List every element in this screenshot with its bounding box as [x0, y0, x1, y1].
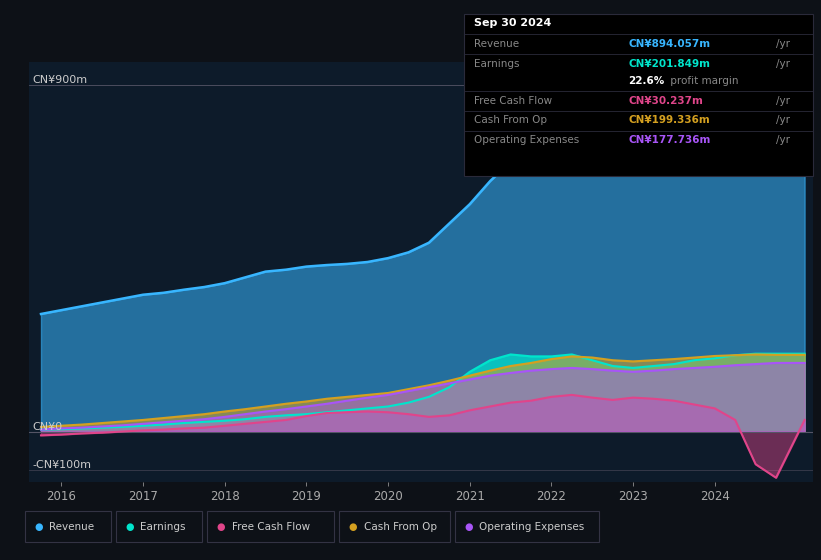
Text: /yr: /yr — [776, 59, 790, 68]
Text: Operating Expenses: Operating Expenses — [474, 135, 579, 145]
Text: 22.6%: 22.6% — [628, 76, 664, 86]
Text: ●: ● — [217, 522, 225, 531]
Text: CN¥201.849m: CN¥201.849m — [628, 59, 710, 68]
Text: /yr: /yr — [776, 96, 790, 106]
Text: ●: ● — [465, 522, 473, 531]
Text: ●: ● — [349, 522, 357, 531]
Text: CN¥30.237m: CN¥30.237m — [628, 96, 703, 106]
Text: profit margin: profit margin — [667, 76, 739, 86]
Text: Operating Expenses: Operating Expenses — [479, 522, 585, 531]
Text: CN¥177.736m: CN¥177.736m — [628, 135, 710, 145]
Text: Cash From Op: Cash From Op — [364, 522, 437, 531]
Text: CN¥0: CN¥0 — [33, 422, 62, 432]
Text: Free Cash Flow: Free Cash Flow — [474, 96, 552, 106]
Text: Revenue: Revenue — [474, 39, 519, 49]
Text: Earnings: Earnings — [140, 522, 186, 531]
Text: CN¥900m: CN¥900m — [33, 74, 88, 85]
Text: Free Cash Flow: Free Cash Flow — [232, 522, 310, 531]
Text: /yr: /yr — [776, 39, 790, 49]
Text: Cash From Op: Cash From Op — [474, 115, 547, 125]
Text: Revenue: Revenue — [49, 522, 94, 531]
Text: ●: ● — [34, 522, 43, 531]
Text: CN¥894.057m: CN¥894.057m — [628, 39, 710, 49]
Text: Sep 30 2024: Sep 30 2024 — [474, 18, 551, 29]
Text: CN¥199.336m: CN¥199.336m — [628, 115, 710, 125]
Text: /yr: /yr — [776, 115, 790, 125]
Text: -CN¥100m: -CN¥100m — [33, 460, 92, 470]
Text: /yr: /yr — [776, 135, 790, 145]
Text: Earnings: Earnings — [474, 59, 519, 68]
Text: ●: ● — [126, 522, 134, 531]
